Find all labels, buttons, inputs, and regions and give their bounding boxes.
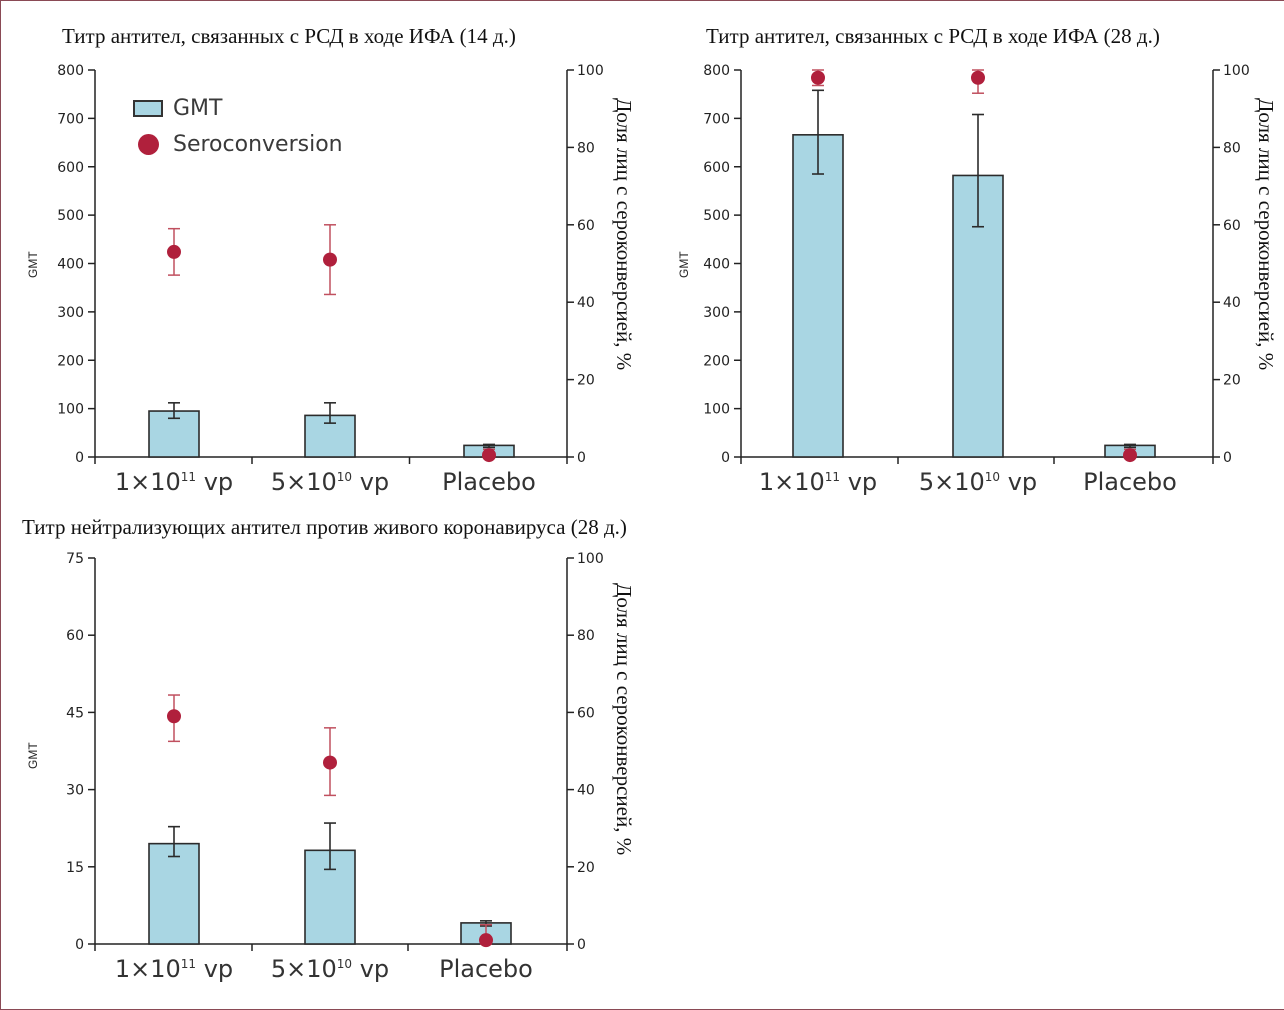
y-tick-label-right: 100 xyxy=(577,63,604,79)
y-tick-label-right: 40 xyxy=(577,783,595,799)
chart-plot: 0 100 200 300 400 500 600 700 800 0 20 40 60 80 100 1×1… xyxy=(703,63,1250,496)
point-seroconversion xyxy=(167,244,181,259)
y-tick-label-left: 500 xyxy=(703,208,730,224)
chart-plot: 0 100 200 300 400 500 600 700 800 0 20 40 60 80 100 1×1… xyxy=(57,63,604,496)
y-tick-label-left: 0 xyxy=(75,450,84,466)
y-tick-label-left: 100 xyxy=(703,402,730,418)
y-tick-label-left: 800 xyxy=(57,63,84,79)
chart-title: Титр антител, связанных с РСД в ходе ИФА… xyxy=(62,24,516,48)
y-tick-label-left: 45 xyxy=(66,705,84,721)
y-tick-label-right: 0 xyxy=(1223,450,1232,466)
y-tick-label-left: 100 xyxy=(57,402,84,418)
y-tick-label-right: 80 xyxy=(1223,140,1241,156)
y-tick-label-right: 80 xyxy=(577,140,595,156)
point-seroconversion xyxy=(479,933,493,948)
y-tick-label-right: 80 xyxy=(577,628,595,644)
y-tick-label-right: 20 xyxy=(1223,373,1241,389)
y-tick-label-left: 300 xyxy=(703,305,730,321)
chart-legend: GMT Seroconversion xyxy=(133,90,343,162)
y-tick-label-left: 60 xyxy=(66,628,84,644)
chart-panel-elisa-14d: Титр антител, связанных с РСД в ходе ИФА… xyxy=(0,0,650,505)
point-seroconversion xyxy=(167,709,181,724)
chart-panel-neutralizing-28d: Титр нейтрализующих антител против живог… xyxy=(0,505,650,1010)
y-tick-label-left: 400 xyxy=(57,257,84,273)
y-tick-label-left: 600 xyxy=(57,160,84,176)
point-seroconversion xyxy=(323,755,337,770)
point-seroconversion xyxy=(811,70,825,85)
x-tick-label: Placebo xyxy=(1083,468,1177,496)
point-seroconversion xyxy=(482,448,496,463)
bar-gmt xyxy=(792,134,844,458)
x-tick-label: 1×1011 vp xyxy=(115,468,233,496)
y-tick-label-left: 200 xyxy=(57,353,84,369)
x-tick-label: 5×1010 vp xyxy=(919,468,1037,496)
x-tick-label: Placebo xyxy=(439,955,533,983)
x-tick-label: 1×1011 vp xyxy=(115,955,233,983)
y-tick-label-right: 40 xyxy=(577,295,595,311)
y-tick-label-left: 200 xyxy=(703,353,730,369)
legend-swatch-seroconversion xyxy=(138,133,159,155)
x-tick-label: 5×1010 vp xyxy=(271,468,389,496)
y-tick-label-right: 60 xyxy=(577,218,595,234)
y-tick-label-left: 15 xyxy=(66,860,84,876)
chart-panel-elisa-28d: Титр антител, связанных с РСД в ходе ИФА… xyxy=(644,0,1284,505)
y-tick-label-right: 100 xyxy=(577,551,604,567)
y-tick-label-left: 600 xyxy=(703,160,730,176)
chart-title: Титр нейтрализующих антител против живог… xyxy=(22,515,627,539)
y-tick-label-left: 800 xyxy=(703,63,730,79)
legend-swatch-gmt xyxy=(133,99,163,117)
y-tick-label-left: 700 xyxy=(703,111,730,127)
x-tick-label: 5×1010 vp xyxy=(271,955,389,983)
y-tick-label-left: 400 xyxy=(703,257,730,273)
y-tick-label-left: 500 xyxy=(57,208,84,224)
y-tick-label-right: 20 xyxy=(577,373,595,389)
bar-gmt xyxy=(148,842,200,945)
x-tick-label: Placebo xyxy=(442,468,536,496)
y-tick-label-right: 60 xyxy=(577,705,595,721)
legend-item-seroconversion: Seroconversion xyxy=(133,126,343,162)
y-tick-label-left: 75 xyxy=(66,551,84,567)
y-tick-label-right: 60 xyxy=(1223,218,1241,234)
y-tick-label-right: 40 xyxy=(1223,295,1241,311)
legend-label-gmt: GMT xyxy=(173,95,223,121)
chart-title: Титр антител, связанных с РСД в ходе ИФА… xyxy=(706,24,1160,48)
point-seroconversion xyxy=(323,252,337,267)
y-tick-label-left: 300 xyxy=(57,305,84,321)
y-tick-label-right: 0 xyxy=(577,450,586,466)
y-tick-label-right: 100 xyxy=(1223,63,1250,79)
y-tick-label-right: 20 xyxy=(577,860,595,876)
point-seroconversion xyxy=(1123,448,1137,463)
chart-plot: 0 15 30 45 60 75 0 20 40 60 80 100 1×1011 vp 5×1010 v… xyxy=(66,551,604,983)
y-tick-label-left: 0 xyxy=(75,937,84,953)
y-tick-label-left: 700 xyxy=(57,111,84,127)
y-tick-label-right: 0 xyxy=(577,937,586,953)
point-seroconversion xyxy=(971,70,985,85)
y-tick-label-left: 30 xyxy=(66,783,84,799)
legend-item-gmt: GMT xyxy=(133,90,343,126)
y-tick-label-left: 0 xyxy=(721,450,730,466)
x-tick-label: 1×1011 vp xyxy=(759,468,877,496)
legend-label-seroconversion: Seroconversion xyxy=(173,131,343,157)
